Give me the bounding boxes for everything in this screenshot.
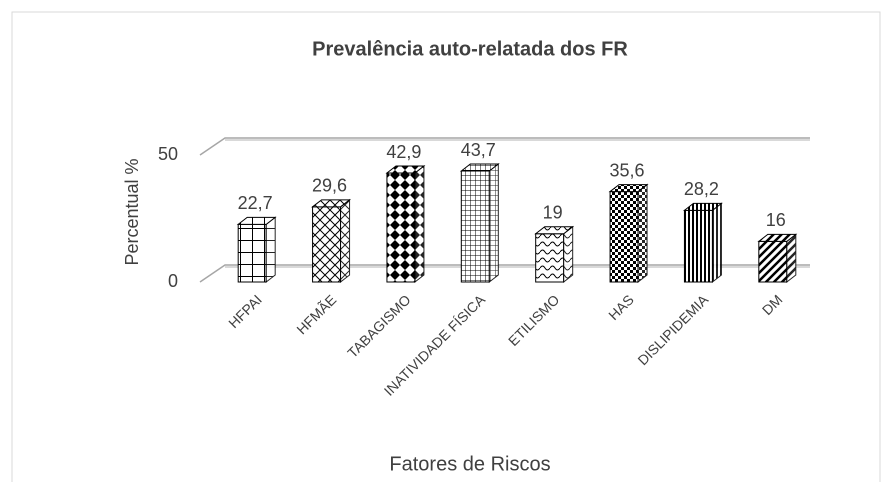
x-axis-title: Fatores de Riscos	[389, 453, 550, 475]
value-label: 42,9	[386, 142, 421, 162]
bar-top	[608, 184, 649, 193]
bar-front	[609, 191, 639, 283]
y-axis-title: Percentual %	[122, 158, 142, 265]
x-tick-label: DISLIPIDEMIA	[634, 291, 711, 368]
grid-line	[199, 137, 810, 156]
bar	[236, 216, 277, 284]
bar-top	[757, 233, 798, 242]
bar	[682, 202, 723, 284]
bar-front	[758, 240, 788, 283]
bar-front	[237, 223, 267, 283]
bar-top	[459, 163, 500, 172]
x-tick-label: ETILISMO	[505, 291, 563, 349]
bar-side	[786, 233, 797, 284]
x-tick-label: TABAGISMO	[344, 291, 414, 361]
y-tick-label: 50	[158, 144, 178, 164]
bar	[385, 165, 426, 284]
value-label: 22,7	[238, 193, 273, 213]
bar	[534, 225, 575, 284]
value-label: 29,6	[312, 176, 347, 196]
x-tick-label: HFPAI	[225, 291, 265, 331]
value-label: 35,6	[610, 160, 645, 180]
x-tick-label: HAS	[605, 291, 637, 323]
chart-title: Prevalência auto-relatada dos FR	[312, 38, 628, 60]
bar-top	[682, 202, 723, 211]
bar	[757, 233, 798, 284]
bar-side	[637, 183, 648, 284]
bar-side	[711, 202, 722, 284]
chart-border	[11, 11, 881, 482]
value-label: 16	[766, 210, 786, 230]
bar-front	[386, 172, 416, 283]
x-tick-label: DM	[759, 291, 786, 318]
bar-top	[385, 165, 426, 174]
bar	[459, 162, 500, 284]
bar-side	[563, 225, 574, 284]
value-label: 19	[543, 202, 563, 222]
bar-front	[312, 206, 342, 283]
bar-top	[236, 216, 277, 225]
bar-side	[340, 198, 351, 284]
bar-top	[311, 199, 352, 208]
y-tick-label: 0	[168, 271, 178, 291]
bar-top	[534, 226, 575, 235]
bar-front	[460, 170, 490, 283]
value-label: 28,2	[684, 179, 719, 199]
bar-side	[488, 162, 499, 284]
bar-front	[683, 209, 713, 283]
bar	[608, 183, 649, 284]
bar	[311, 198, 352, 284]
x-tick-label: HFMÃE	[293, 291, 339, 337]
bar-front	[535, 233, 565, 283]
bar-side	[414, 165, 425, 284]
value-label: 43,7	[461, 140, 496, 160]
bar-side	[265, 216, 276, 284]
